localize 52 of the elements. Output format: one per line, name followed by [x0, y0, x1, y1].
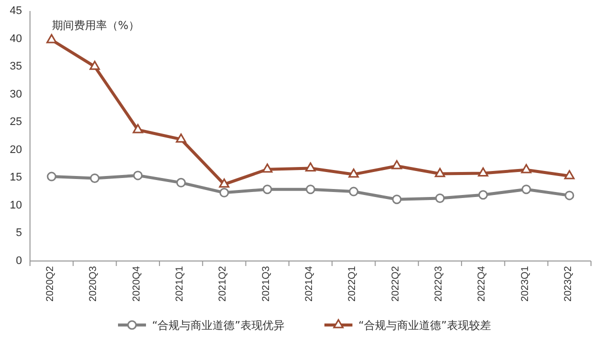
y-tick-label: 35	[10, 60, 22, 73]
x-tick-label: 2021Q2	[218, 266, 229, 302]
point	[262, 184, 272, 194]
y-tick-label: 45	[10, 5, 22, 17]
point	[133, 170, 143, 180]
point	[478, 167, 488, 177]
point	[348, 186, 358, 196]
point	[478, 190, 488, 200]
point	[434, 168, 446, 178]
point	[46, 172, 56, 182]
x-tick-label: 2021Q4	[304, 266, 315, 302]
y-tick-label: 25	[10, 116, 22, 128]
y-tick-label: 0	[16, 255, 22, 267]
x-tick-label: 2021Q3	[260, 266, 272, 302]
legend-label: “合规与商业道德”表现优异	[152, 319, 284, 332]
y-tick-label: 40	[10, 32, 22, 45]
point	[348, 168, 359, 178]
point	[521, 164, 532, 174]
point	[564, 170, 575, 180]
x-tick-label: 2020Q4	[131, 266, 142, 302]
point	[176, 178, 186, 188]
point	[305, 162, 316, 172]
text: 期间费用率（%）	[52, 19, 140, 32]
legend-label: “合规与商业道德”表现较差	[358, 319, 491, 332]
x-tick-label: 2023Q1	[520, 266, 531, 302]
point	[132, 124, 144, 134]
x-tick-label: 2020Q2	[45, 266, 56, 302]
y-tick-label: 15	[10, 172, 22, 184]
point	[392, 160, 402, 170]
point	[90, 60, 100, 70]
point	[90, 173, 100, 183]
y-tick-label: 20	[10, 144, 22, 156]
point	[392, 194, 402, 204]
y-tick-label: 5	[16, 227, 22, 240]
point	[262, 163, 273, 173]
point	[46, 34, 57, 44]
x-tick-label: 2021Q1	[174, 266, 186, 302]
point	[435, 193, 445, 203]
point	[564, 190, 574, 200]
point	[219, 178, 230, 188]
x-tick-label: 2022Q2	[390, 266, 402, 302]
x-tick-label: 2023Q2	[562, 266, 574, 302]
point	[219, 188, 229, 198]
point	[522, 184, 532, 194]
x-tick-label: 2022Q1	[347, 266, 358, 302]
point	[306, 184, 316, 194]
y-tick-label: 10	[10, 199, 22, 212]
x-tick-label: 2022Q3	[433, 266, 444, 302]
y-tick-label: 30	[10, 88, 22, 100]
point	[176, 133, 186, 143]
x-tick-label: 2022Q4	[476, 266, 488, 302]
x-tick-label: 2020Q3	[88, 266, 100, 302]
